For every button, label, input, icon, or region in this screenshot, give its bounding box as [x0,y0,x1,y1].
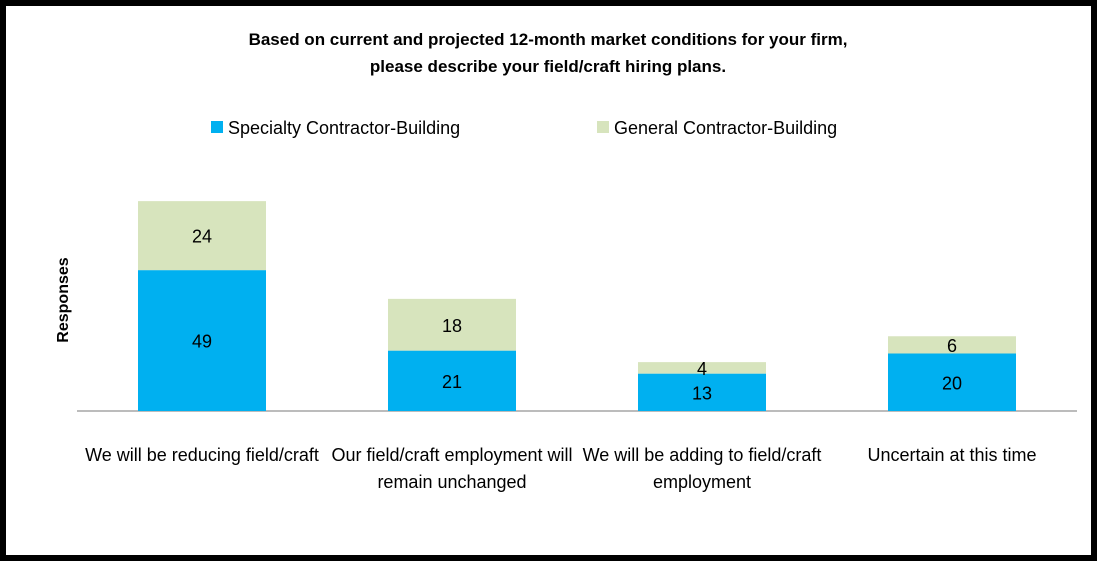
legend-label: Specialty Contractor-Building [228,118,460,138]
x-tick-label: We will be adding to field/craft employme… [583,445,822,492]
x-tick-label: Uncertain at this time [867,445,1036,465]
bar-segment [638,373,766,411]
bar-segment [388,298,516,351]
bar-segment [888,353,1016,411]
x-tick-label: Our field/craft employment will remain un… [331,445,572,492]
data-label: 4 [697,359,707,379]
data-label: 49 [192,332,212,352]
data-label: 20 [942,373,962,393]
data-label: 13 [692,383,712,403]
bar-segment [638,362,766,374]
data-label: 24 [192,227,212,247]
data-label: 18 [442,316,462,336]
x-tick-label: We will be reducing field/craft [85,445,319,465]
bar-segment [138,270,266,411]
bar-segment [388,350,516,411]
bar-segment [888,336,1016,354]
chart-title: Based on current and projected 12-month … [249,30,848,49]
bar-segment [138,201,266,271]
y-axis-label: Responses [55,257,72,342]
legend-swatch [597,121,609,133]
data-label: 6 [947,336,957,356]
data-label: 21 [442,372,462,392]
chart-title: please describe your field/craft hiring … [370,57,726,76]
legend-swatch [211,121,223,133]
legend-label: General Contractor-Building [614,118,837,138]
